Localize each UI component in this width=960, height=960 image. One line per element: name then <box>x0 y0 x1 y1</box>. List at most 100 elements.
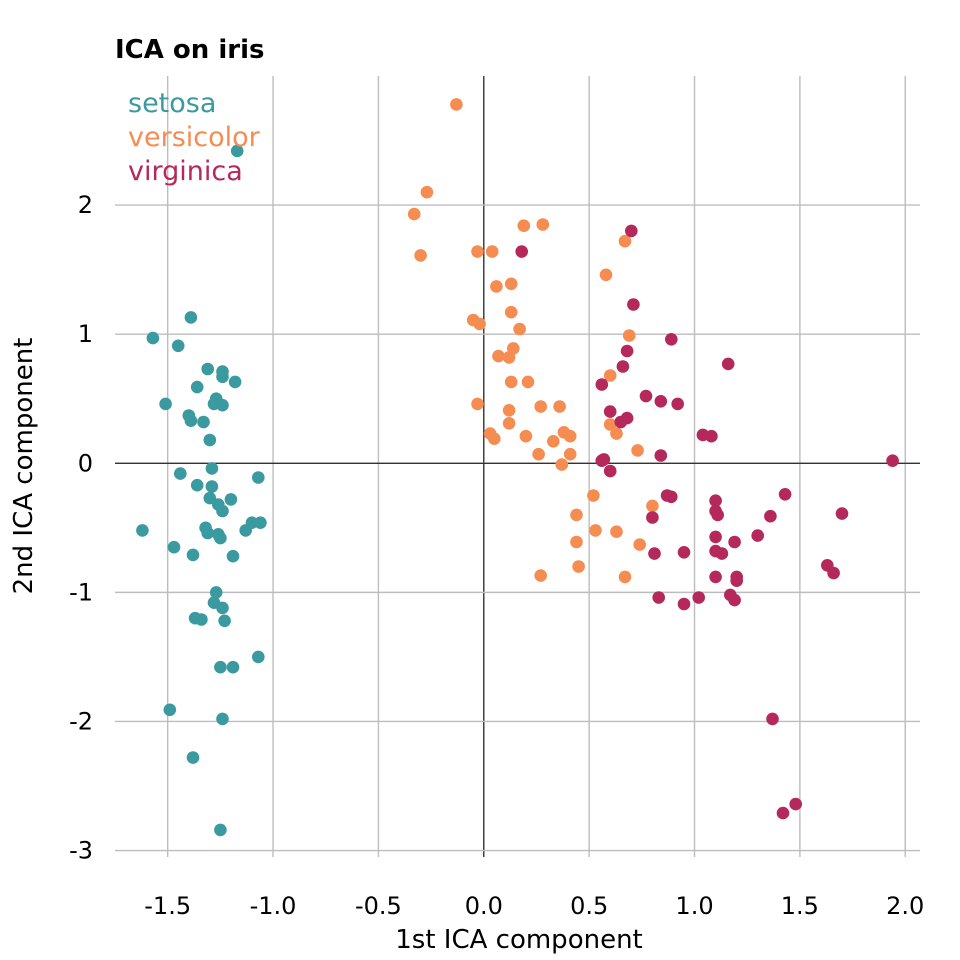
point-virginica <box>639 389 653 403</box>
point-setosa <box>203 433 217 447</box>
point-virginica <box>597 453 611 466</box>
point-setosa <box>190 380 204 394</box>
point-virginica <box>764 509 777 523</box>
point-setosa <box>216 398 229 412</box>
y-tick-label: 1 <box>78 320 93 348</box>
point-setosa <box>214 823 227 837</box>
point-versicolor <box>513 322 526 336</box>
point-versicolor <box>563 429 577 443</box>
point-setosa <box>209 586 223 599</box>
x-tick-label: 0.5 <box>570 892 608 920</box>
point-setosa <box>216 370 229 384</box>
point-virginica <box>886 454 899 468</box>
point-virginica <box>625 224 638 238</box>
point-setosa <box>195 613 208 626</box>
point-setosa <box>190 478 204 492</box>
point-virginica <box>709 570 722 584</box>
legend-item-setosa: setosa <box>128 88 216 119</box>
point-versicolor <box>420 185 434 199</box>
point-virginica <box>654 449 668 462</box>
point-versicolor <box>646 499 659 513</box>
point-versicolor <box>502 417 516 430</box>
point-versicolor <box>547 435 560 448</box>
point-setosa <box>171 339 185 353</box>
x-tick-label: 0.0 <box>465 892 503 920</box>
point-virginica <box>728 593 741 607</box>
x-axis-label: 1st ICA component <box>395 925 643 955</box>
x-tick-label: 2.0 <box>886 892 924 920</box>
point-setosa <box>228 375 242 389</box>
point-setosa <box>218 614 231 628</box>
point-setosa <box>216 504 229 518</box>
point-setosa <box>216 712 229 726</box>
point-virginica <box>614 415 628 429</box>
point-setosa <box>251 650 265 664</box>
point-setosa <box>205 462 219 475</box>
point-versicolor <box>450 98 463 111</box>
legend-item-virginica: virginica <box>128 156 243 187</box>
point-virginica <box>692 591 705 604</box>
point-virginica <box>616 360 630 373</box>
point-setosa <box>254 516 267 529</box>
point-versicolor <box>473 317 486 331</box>
point-virginica <box>646 511 659 524</box>
point-virginica <box>709 494 722 508</box>
point-setosa <box>136 524 149 537</box>
point-setosa <box>203 491 217 505</box>
point-versicolor <box>504 375 518 389</box>
point-versicolor <box>563 447 577 461</box>
point-versicolor <box>488 432 501 446</box>
x-tick-label: -1.0 <box>250 892 297 920</box>
x-tick-label: 1.0 <box>675 892 713 920</box>
point-virginica <box>665 333 678 346</box>
point-versicolor <box>414 249 427 262</box>
point-virginica <box>827 566 840 580</box>
point-virginica <box>705 429 718 443</box>
point-versicolor <box>631 444 644 457</box>
point-virginica <box>652 591 665 604</box>
y-tick-label: -2 <box>69 707 93 735</box>
point-virginica <box>677 546 691 559</box>
point-versicolor <box>610 525 623 538</box>
legend-item-versicolor: versicolor <box>128 122 261 153</box>
point-setosa <box>184 414 198 428</box>
point-versicolor <box>572 560 585 573</box>
point-virginica <box>671 397 684 411</box>
point-versicolor <box>599 268 613 282</box>
point-virginica <box>648 547 661 560</box>
point-versicolor <box>553 400 566 413</box>
point-virginica <box>603 405 617 418</box>
point-setosa <box>186 751 200 764</box>
point-setosa <box>163 703 177 717</box>
point-virginica <box>654 395 668 408</box>
point-setosa <box>226 660 240 674</box>
point-versicolor <box>603 369 617 382</box>
point-setosa <box>197 415 210 429</box>
point-setosa <box>201 362 214 376</box>
point-setosa <box>230 144 244 158</box>
point-versicolor <box>532 447 545 461</box>
point-versicolor <box>618 234 632 248</box>
point-virginica <box>711 508 724 522</box>
point-setosa <box>226 549 240 563</box>
point-versicolor <box>536 218 550 231</box>
point-versicolor <box>471 397 484 411</box>
x-tick-label: -0.5 <box>355 892 402 920</box>
y-tick-label: -1 <box>69 578 93 606</box>
x-tick-label: -1.5 <box>144 892 191 920</box>
point-virginica <box>766 712 779 726</box>
point-versicolor <box>490 280 503 293</box>
point-versicolor <box>610 427 623 440</box>
point-virginica <box>776 806 790 820</box>
point-versicolor <box>603 418 617 431</box>
point-setosa <box>214 531 227 545</box>
point-setosa <box>201 526 214 540</box>
point-virginica <box>751 529 764 542</box>
point-setosa <box>216 601 229 615</box>
point-virginica <box>721 357 735 371</box>
point-virginica <box>715 547 729 560</box>
point-virginica <box>835 507 849 520</box>
x-axis-ticks: -1.5 -1.0 -0.5 0.0 0.5 1.0 1.5 2.0 <box>144 892 924 920</box>
y-axis-label: 2nd ICA component <box>9 338 39 595</box>
